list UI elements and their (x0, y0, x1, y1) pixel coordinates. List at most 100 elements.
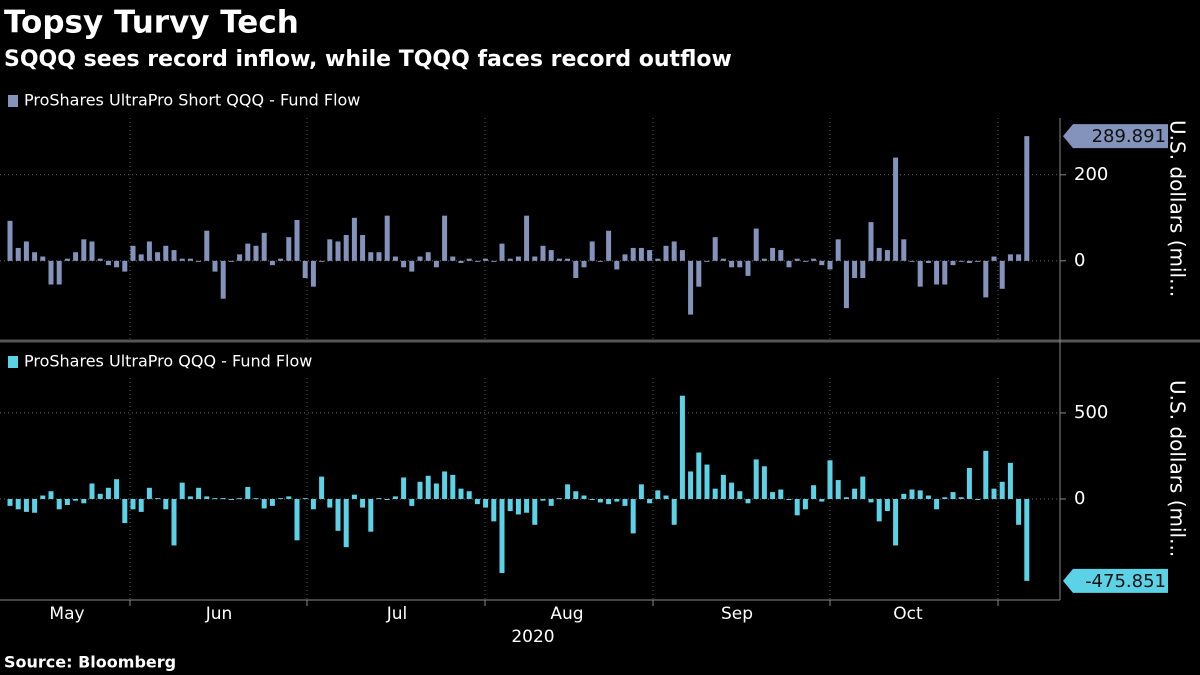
bar (679, 395, 685, 499)
bar (122, 260, 128, 272)
bar (146, 487, 152, 499)
bar (483, 258, 489, 261)
bar (302, 498, 308, 500)
y-tick-label: 500 (1074, 402, 1108, 423)
bar (942, 497, 948, 499)
bar (474, 498, 480, 505)
bar (376, 252, 382, 261)
bar (548, 250, 554, 261)
bar (376, 498, 382, 500)
x-year-label: 2020 (511, 627, 554, 647)
bar (171, 498, 177, 546)
bar (712, 237, 718, 261)
bar (679, 250, 685, 261)
bar (15, 247, 21, 261)
x-tick-label: Sep (721, 604, 753, 624)
bar (737, 260, 743, 268)
bar (893, 498, 899, 546)
bar (196, 487, 202, 499)
bar (630, 247, 636, 261)
bar (269, 260, 275, 266)
bar (310, 260, 316, 287)
bar (327, 498, 333, 508)
bar (368, 498, 374, 532)
bar (294, 498, 300, 541)
bar (187, 496, 193, 499)
bar (573, 491, 579, 499)
bar (630, 498, 636, 534)
bar (843, 497, 849, 499)
bar (556, 258, 562, 261)
bar (294, 219, 300, 261)
bar (688, 260, 694, 315)
bar (204, 230, 210, 261)
bar (622, 498, 628, 506)
bar (925, 260, 931, 263)
bar (491, 260, 497, 262)
bar (179, 258, 185, 261)
bar (884, 498, 890, 512)
bar (581, 260, 587, 268)
bar (245, 486, 251, 499)
y-axis-title: U.S. dollars (mil... (1166, 120, 1190, 297)
bar (573, 260, 579, 279)
bar (1007, 254, 1013, 261)
bar (163, 245, 169, 261)
bar (237, 498, 243, 500)
x-tick-label: Jul (386, 604, 408, 624)
bar (688, 471, 694, 499)
bar (843, 260, 849, 309)
bar (146, 241, 152, 261)
bar (761, 258, 767, 261)
bar (696, 260, 702, 287)
bar (261, 498, 267, 509)
bar (81, 498, 87, 504)
bar (40, 256, 46, 261)
bar (450, 256, 456, 261)
bar (991, 488, 997, 499)
bar (983, 260, 989, 298)
last-value-label: 289.891 (1092, 126, 1166, 147)
bar (532, 256, 538, 261)
bar (540, 498, 546, 501)
bar (622, 254, 628, 261)
bar (32, 498, 38, 513)
bar (647, 498, 653, 504)
bar (606, 498, 612, 505)
bar (975, 498, 981, 500)
bar (401, 477, 407, 499)
bar (876, 498, 882, 522)
bar (220, 498, 226, 500)
bar (278, 258, 284, 261)
bar (548, 498, 554, 506)
legend-swatch (8, 356, 18, 368)
bar (934, 498, 940, 510)
y-axis-title: U.S. dollars (mil... (1166, 380, 1190, 557)
bar (351, 217, 357, 261)
bar (204, 496, 210, 499)
bar (105, 487, 111, 499)
bar (105, 260, 111, 266)
bar (15, 498, 21, 510)
bar (950, 260, 956, 266)
bar (1024, 498, 1030, 581)
bar (704, 464, 710, 499)
bar (81, 239, 87, 261)
bar (196, 260, 202, 262)
bar (729, 260, 735, 268)
bar (89, 241, 95, 261)
bar (401, 260, 407, 268)
bar (507, 258, 513, 261)
bar (458, 488, 464, 499)
bar (958, 260, 964, 262)
bar (425, 475, 431, 499)
bar (917, 490, 923, 499)
bar (835, 239, 841, 261)
bar (524, 215, 530, 261)
bar (114, 479, 120, 499)
bar (638, 247, 644, 261)
bar (163, 498, 169, 510)
bar (958, 497, 964, 499)
bar (1007, 462, 1013, 499)
bar (138, 254, 144, 261)
